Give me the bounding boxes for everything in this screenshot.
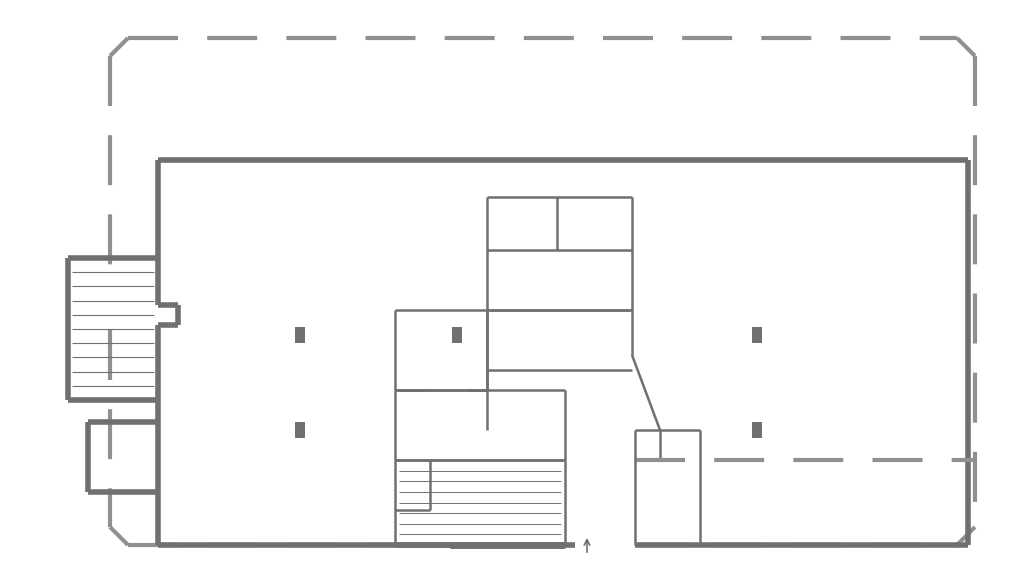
Bar [295,422,305,438]
Bar [752,327,762,343]
Bar [295,327,305,343]
Bar [452,327,462,343]
Bar [752,422,762,438]
